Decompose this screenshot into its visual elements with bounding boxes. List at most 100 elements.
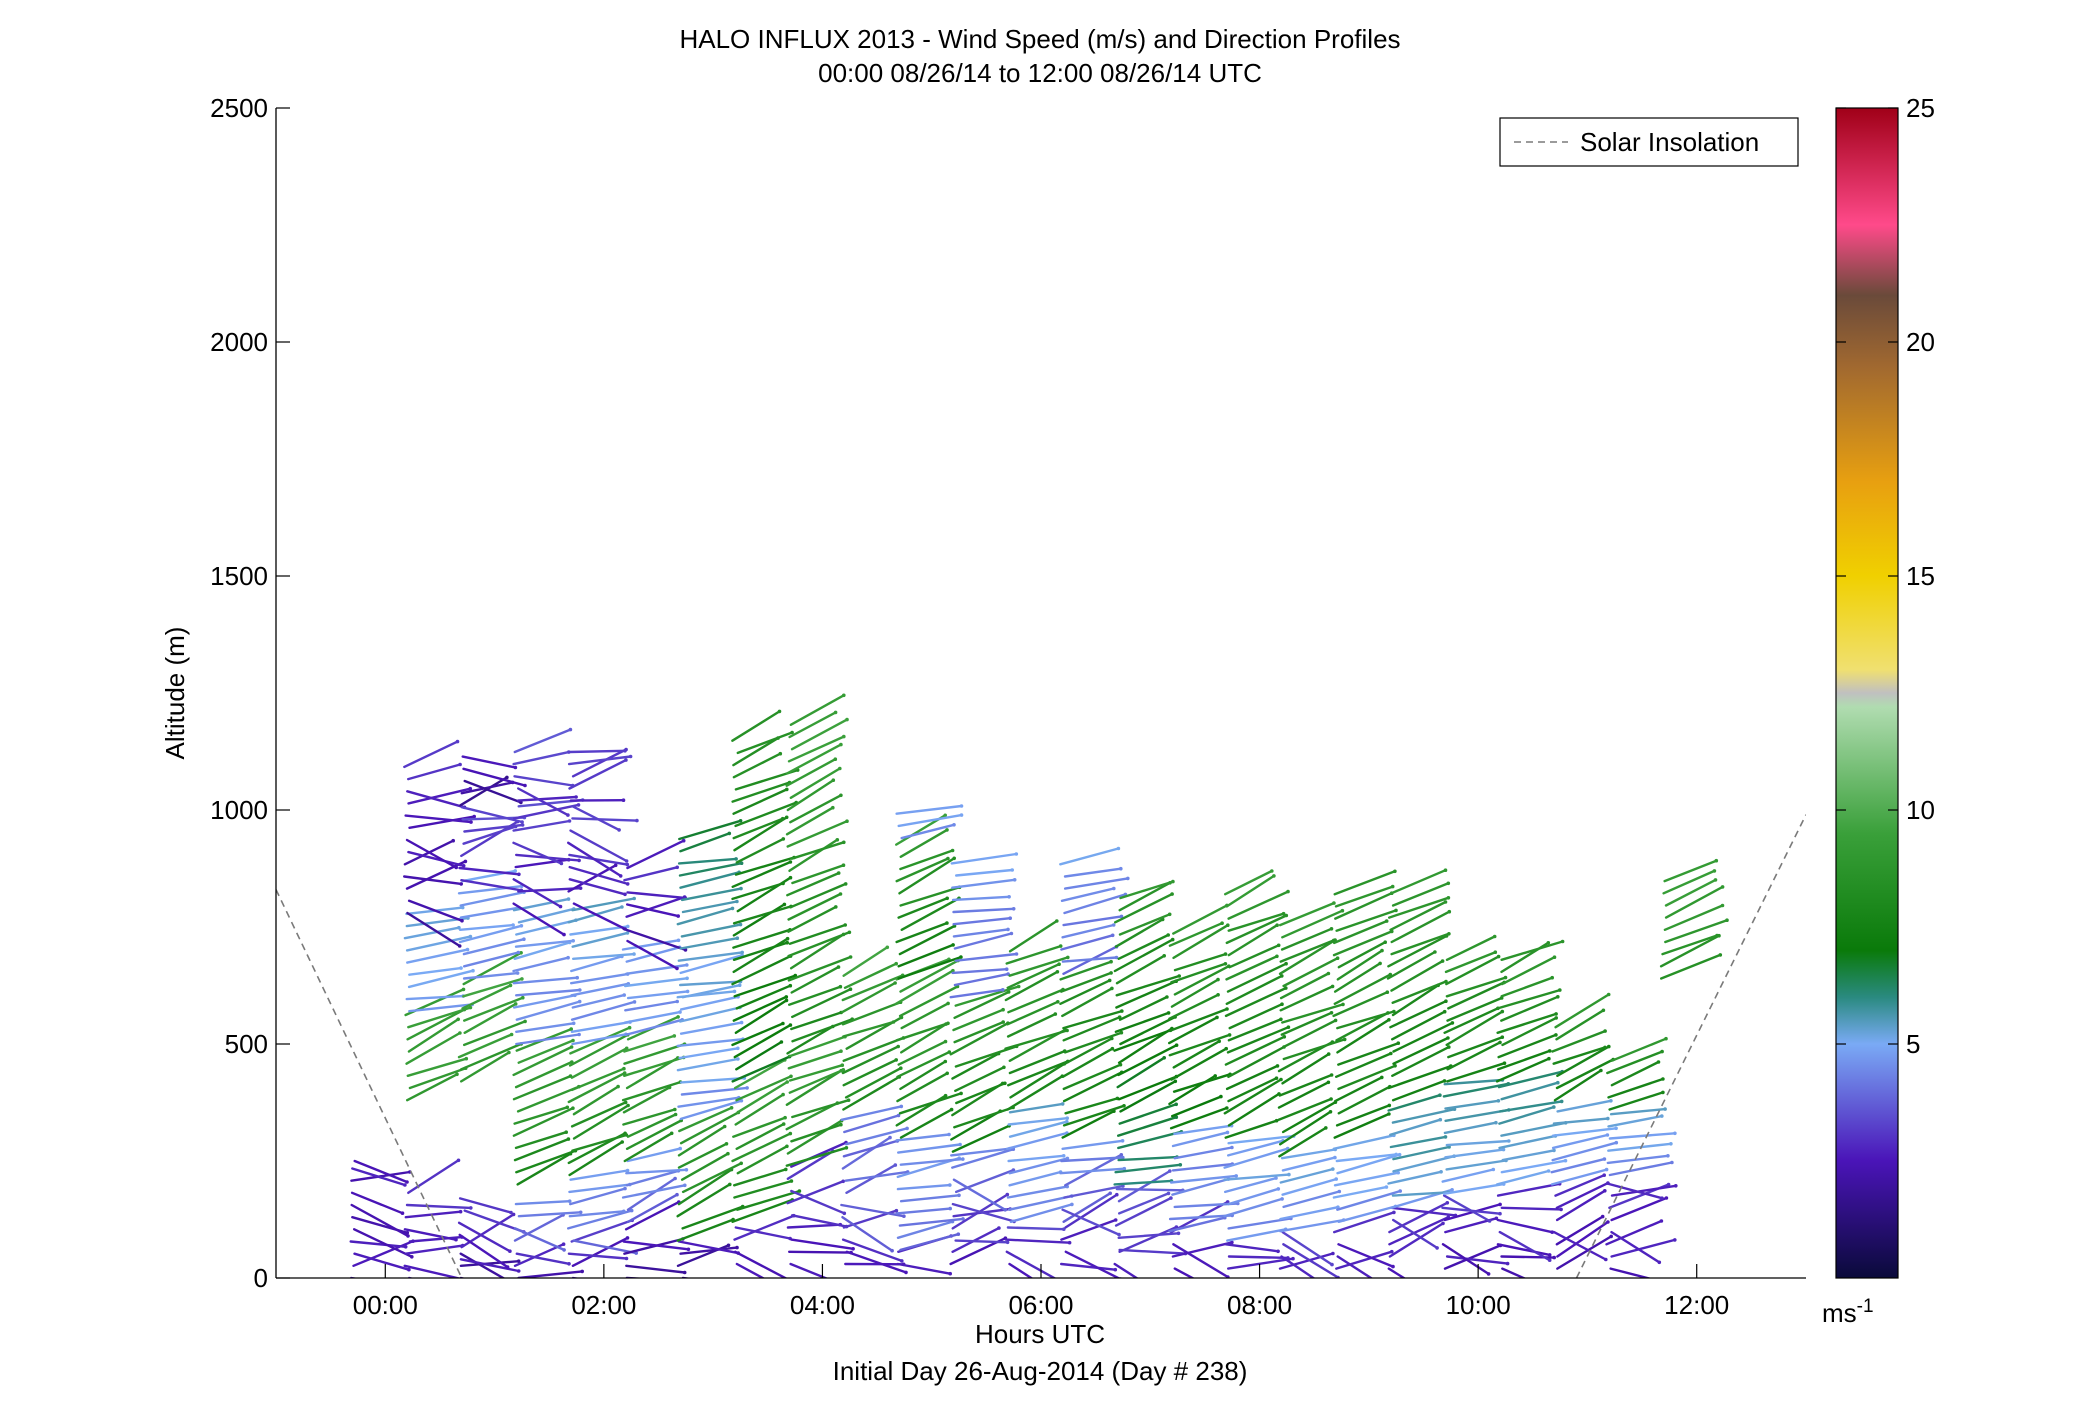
wind-barb [626,1177,677,1211]
wind-barb-head [1387,1112,1391,1116]
wind-barb [1607,1114,1664,1128]
wind-barb-head [1329,1097,1333,1101]
wind-barb-head [623,1100,628,1105]
wind-barb-head [1286,1025,1291,1029]
wind-barb-head [1390,1249,1394,1254]
wind-barb [1335,1104,1391,1127]
wind-barb [568,853,629,866]
wind-barb [789,882,847,909]
wind-barb [842,1075,901,1111]
wind-barb [1226,1025,1290,1054]
wind-barb-head [461,864,466,868]
wind-barb [680,1086,749,1096]
wind-barb-head [1439,1170,1443,1174]
wind-barb [1224,1035,1286,1066]
wind-barb-head [1220,921,1224,925]
wind-barb [1663,904,1724,931]
wind-barb-head [1109,959,1113,964]
wind-barb-head [1662,1281,1666,1285]
wind-barb [786,1119,843,1155]
wind-barb [459,906,521,919]
wind-barb [569,1169,629,1181]
wind-barb-head [945,921,949,925]
wind-barb-head [899,1104,904,1109]
wind-barb [791,864,845,885]
wind-barb-head [1227,1033,1232,1037]
wind-barb-head [520,823,525,827]
wind-barb [1610,1230,1661,1264]
wind-barb [1443,1244,1502,1270]
colorbar-tick-label: 5 [1906,1029,1920,1059]
wind-barb [789,933,845,970]
wind-barb-head [1447,909,1452,914]
wind-barb-head [1660,1049,1664,1054]
wind-barb-head [521,995,525,1000]
wind-barb-head [735,899,739,904]
wind-barb [516,1085,580,1113]
wind-barb [679,1246,739,1255]
wind-barb-head [846,1098,851,1102]
wind-barb [785,758,837,787]
wind-barb-head [738,1284,742,1288]
wind-barb [842,1036,905,1063]
wind-barb-head [683,948,688,952]
wind-barb [841,1045,900,1075]
wind-barb-head [508,1249,512,1253]
wind-barb [1059,847,1120,866]
x-tick-label: 00:00 [353,1290,418,1320]
wind-barb [1224,986,1288,1018]
wind-barb-head [949,1107,954,1112]
wind-barb [899,886,961,907]
wind-barb [899,959,960,993]
wind-barb [406,948,469,964]
wind-barb [1337,1064,1397,1091]
wind-barb-head [580,1269,584,1274]
wind-barb [1114,1011,1170,1034]
wind-barb [1279,1218,1345,1233]
wind-barb-head [566,955,570,960]
wind-barb [1113,892,1174,924]
wind-barb [677,1240,740,1255]
y-tick-label: 500 [225,1029,268,1059]
wind-barb-head [783,1115,787,1120]
wind-barb [840,1105,903,1122]
wind-barb [679,871,741,889]
wind-barb [678,862,743,877]
wind-barb [568,758,628,790]
wind-barb [1061,1208,1121,1236]
wind-barb [786,1025,834,1055]
wind-barb-head [736,1057,740,1061]
colorbar-tick-label: 25 [1906,93,1935,123]
wind-barb-head [1009,931,1014,936]
wind-barb-head [1284,986,1288,990]
wind-barb-head [1556,1080,1560,1085]
wind-barb-head [1276,1187,1281,1191]
wind-barb-head [561,1242,566,1246]
wind-barb [353,1159,409,1184]
wind-barb [567,864,617,893]
wind-barb-head [1606,1116,1610,1121]
wind-barb [1552,1230,1608,1261]
wind-barb [1114,1196,1173,1227]
wind-barb-head [843,882,848,886]
wind-barb-head [1546,1169,1551,1173]
wind-barb [950,1109,1002,1141]
wind-barb-head [893,1163,898,1167]
wind-barb-head [1713,878,1718,882]
wind-barb-head [734,857,738,861]
wind-barb-head [1170,937,1175,942]
wind-barb [953,1020,1005,1044]
wind-barb [1225,974,1284,1005]
wind-barb-head [1110,933,1115,938]
wind-barb [515,1033,581,1046]
wind-barb-head [566,1137,571,1141]
wind-barb [1005,944,1062,965]
wind-barb-head [945,828,949,832]
wind-barb [1278,1252,1335,1270]
wind-barb-head [838,984,843,989]
wind-barb-head [617,828,621,832]
wind-barb-head [1442,1009,1447,1014]
wind-barb [1281,1177,1338,1196]
wind-barb-head [781,1122,786,1126]
wind-barb [1227,1255,1290,1260]
